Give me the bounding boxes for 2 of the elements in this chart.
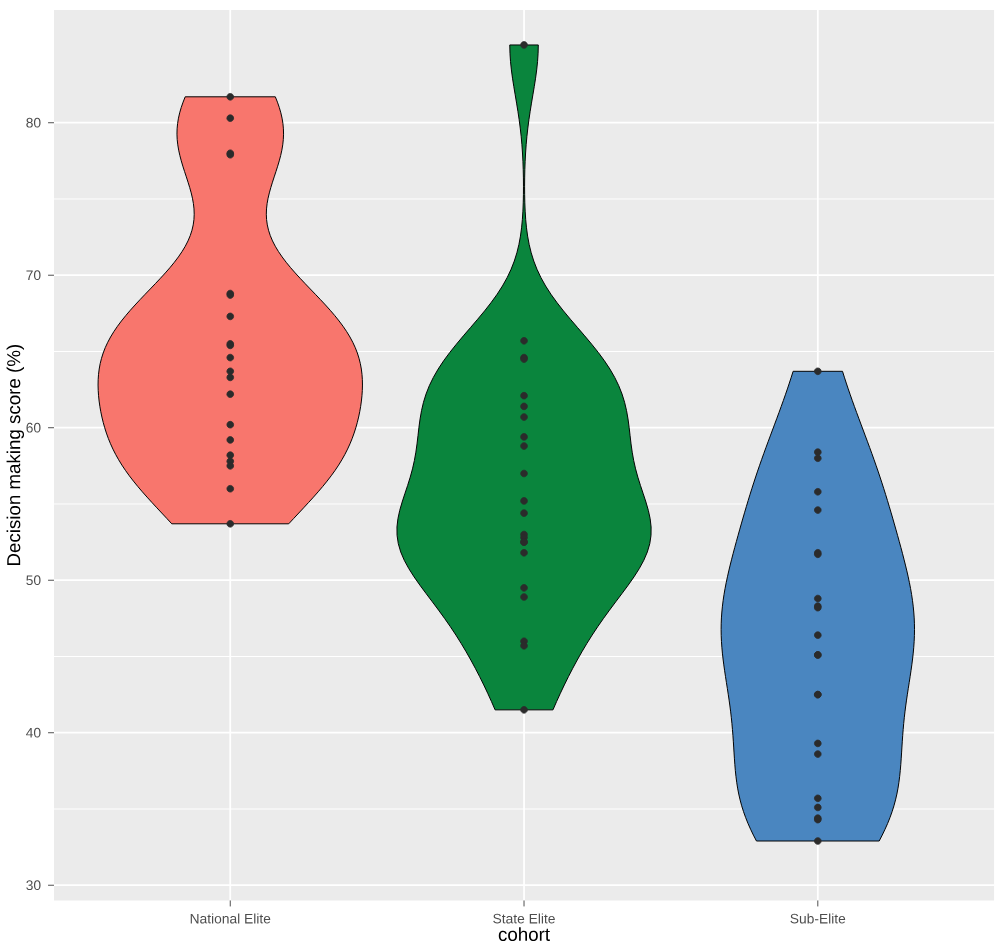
y-axis-title: Decision making score (%) — [6, 345, 25, 566]
x-axis-title: cohort — [498, 927, 550, 942]
